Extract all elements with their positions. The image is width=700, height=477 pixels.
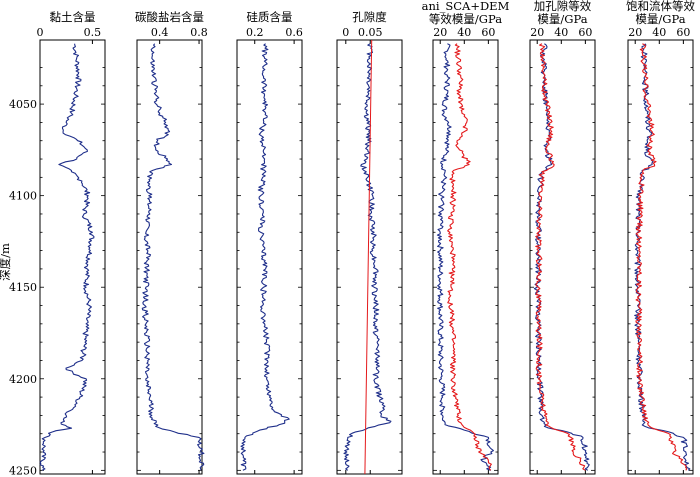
track-title-4: 孔隙度 <box>352 10 387 24</box>
track-title-5-line-2: 等效模量/GPa <box>429 12 502 26</box>
track-frame <box>336 39 403 475</box>
track-frame <box>529 39 596 475</box>
track-frame <box>236 39 303 475</box>
track-3: 硅质含量 0.2 0.6 <box>236 10 303 475</box>
track-title-7-line-1: 饱和流体等效 <box>626 0 695 13</box>
track-frame <box>136 39 203 475</box>
track-2: 碳酸盐岩含量 0.4 0.8 <box>135 10 208 475</box>
series-blue-line <box>141 43 205 471</box>
track-1: 黏土含量 0 0.5 <box>37 10 106 475</box>
track-title-2: 碳酸盐岩含量 <box>135 10 204 24</box>
series-blue-line <box>343 43 392 471</box>
series-red-line <box>447 43 492 471</box>
y-tick-label: 4150 <box>9 281 37 294</box>
track-frame <box>39 39 106 475</box>
series-red-line <box>364 39 373 475</box>
x-tick-label: 0 <box>342 26 349 39</box>
x-tick-label: 20 <box>530 26 544 39</box>
x-tick-label: 40 <box>652 26 666 39</box>
track-title-6-line-1: 加孔隙等效 <box>534 0 592 13</box>
series-red-line <box>535 43 586 471</box>
x-tick-label: 0.05 <box>358 26 383 39</box>
x-tick-label: 0.5 <box>84 26 102 39</box>
y-tick-label: 4250 <box>9 464 37 477</box>
x-tick-label: 60 <box>481 26 495 39</box>
x-tick-label: 40 <box>457 26 471 39</box>
x-tick-label: 0.2 <box>246 26 264 39</box>
track-title-6-line-2: 模量/GPa <box>537 12 587 26</box>
y-axis-label: 深度/m <box>0 243 12 281</box>
series-blue-line <box>436 43 494 471</box>
x-tick-label: 60 <box>578 26 592 39</box>
x-tick-label: 0.4 <box>151 26 169 39</box>
series-red-line <box>635 43 688 471</box>
track-frame <box>627 39 694 475</box>
x-tick-label: 60 <box>676 26 690 39</box>
x-tick-label: 20 <box>433 26 447 39</box>
x-tick-label: 0.8 <box>190 26 208 39</box>
track-title-1: 黏土含量 <box>50 10 96 24</box>
series-blue-line <box>240 43 290 471</box>
x-tick-label: 0 <box>37 26 44 39</box>
y-tick-label: 4200 <box>9 373 37 386</box>
track-title-3: 硅质含量 <box>247 10 293 24</box>
x-tick-label: 0.6 <box>285 26 303 39</box>
x-tick-label: 40 <box>554 26 568 39</box>
track-title-5-line-1: ani_SCA+DEM <box>422 0 510 13</box>
x-tick-label: 20 <box>628 26 642 39</box>
y-tick-label: 4050 <box>9 98 37 111</box>
track-frame <box>432 39 499 475</box>
y-tick-label: 4100 <box>9 190 37 203</box>
series-blue-line <box>39 43 95 471</box>
track-title-7-line-2: 模量/GPa <box>635 12 685 26</box>
